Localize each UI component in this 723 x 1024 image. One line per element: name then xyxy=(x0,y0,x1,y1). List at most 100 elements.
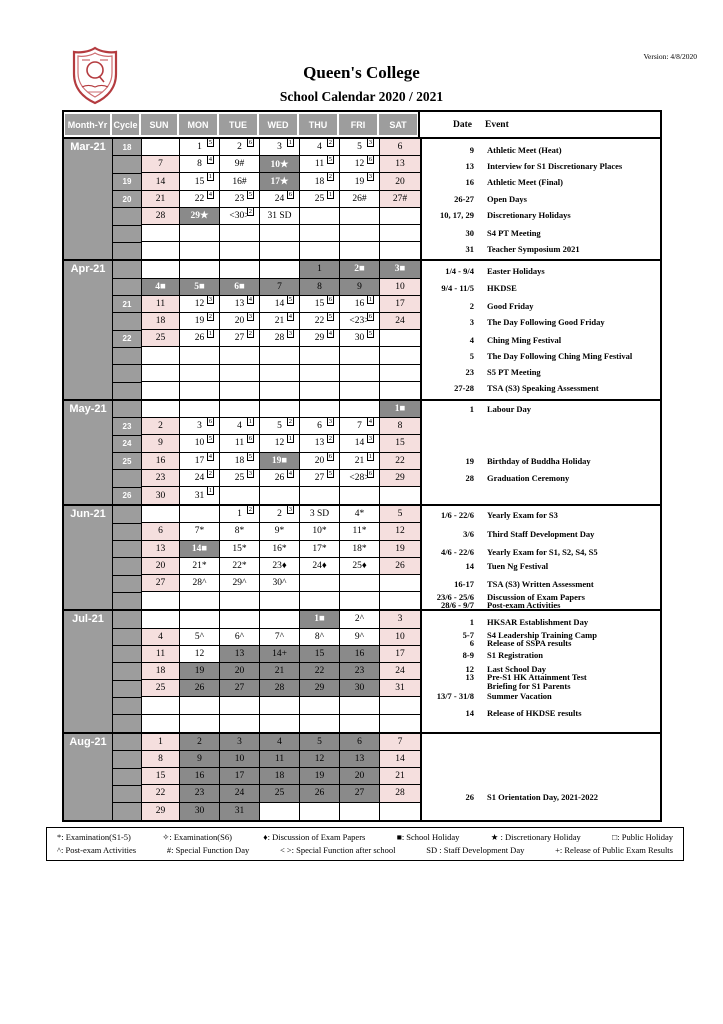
day-number: 10 xyxy=(194,438,205,449)
day-cell: 4■ xyxy=(142,278,180,296)
day-number: 21 xyxy=(395,771,405,782)
event-text: Release of SSPA results xyxy=(487,637,572,648)
event-text: Teacher Symposium 2021 xyxy=(487,243,580,254)
day-number: 23 xyxy=(155,472,166,483)
event-date: 1 xyxy=(469,404,474,415)
day-number: 10 xyxy=(395,631,405,642)
cycle-day-superscript: 4 xyxy=(286,313,294,321)
day-cell: 22 xyxy=(142,785,180,803)
day-cell: 7^ xyxy=(260,628,300,646)
day-cell: 16 1 xyxy=(340,295,380,313)
day-cell: 11 xyxy=(142,645,180,663)
day-cell xyxy=(300,487,340,505)
event-date: 13 xyxy=(465,672,475,683)
legend-item: #: Special Function Day xyxy=(166,845,250,855)
day-cell: 29^ xyxy=(220,574,260,593)
day-number: 3■ xyxy=(394,264,406,275)
cycle-day-superscript: 6 xyxy=(286,190,294,199)
legend-item: ^: Post-exam Activities xyxy=(57,845,137,855)
day-number: 16# xyxy=(232,176,247,187)
day-cell: 26 xyxy=(180,680,220,698)
day-number: 8 xyxy=(397,421,403,432)
cycle-day-superscript: 3 xyxy=(286,506,294,515)
day-number: 23 xyxy=(354,666,365,677)
event-date: 23 xyxy=(465,367,475,378)
event-line: 16-17 TSA (S3) Written Assessment xyxy=(422,580,658,589)
day-number: 12 xyxy=(194,648,205,659)
day-number: 27 xyxy=(155,578,166,589)
day-cell xyxy=(142,714,180,732)
column-header-fri: FRI xyxy=(339,114,377,135)
day-cell: 1 xyxy=(300,261,340,279)
week-row: 29 30 31 xyxy=(142,802,420,820)
shield-icon xyxy=(72,46,118,105)
day-cell: 24 xyxy=(220,785,260,803)
day-number: 5^ xyxy=(194,631,205,642)
day-number: 6■ xyxy=(234,281,245,292)
day-cell: 30 5 xyxy=(340,330,380,348)
day-cell: 16* xyxy=(260,540,300,558)
event-line: 3 The Day Following Good Friday xyxy=(422,318,658,327)
cycle-cell xyxy=(113,558,141,576)
month-section-mar-21: Mar-21 18 19 20 1 5 2 6 3 1 4 2 5 3 6 7 8 4 9# 10★ 11 5 12 6 13 1… xyxy=(64,139,660,260)
day-cell xyxy=(180,697,220,715)
week-row: 18 19 2 20 3 21 4 22 5 <23> 6 24 xyxy=(142,313,420,331)
day-cell: 27 xyxy=(142,574,180,593)
day-cell: 13 xyxy=(380,156,420,174)
event-text: Pre-S1 HK Attainment Test Briefing for S1… xyxy=(487,672,587,692)
day-cell: 6 xyxy=(380,139,420,157)
day-cell xyxy=(260,381,300,400)
day-cell: 30 xyxy=(142,487,180,505)
day-cell: 1■ xyxy=(300,611,340,629)
day-number: 29 xyxy=(395,472,405,483)
day-number: 4 xyxy=(317,142,322,153)
day-number: 21* xyxy=(192,560,207,571)
day-cell: 8* xyxy=(220,523,260,541)
day-cell xyxy=(180,592,220,610)
cycle-day-superscript: 2 xyxy=(326,173,334,182)
cycle-day-superscript: 1 xyxy=(246,418,254,427)
day-number: 4 xyxy=(237,421,242,432)
day-cell xyxy=(340,574,380,593)
day-cell: 11 xyxy=(142,295,180,313)
column-header-month-yr: Month-Yr xyxy=(65,114,110,135)
cycle-day-superscript: 4 xyxy=(366,418,374,427)
event-line: 13 Interview for S1 Discretionary Places xyxy=(422,162,658,171)
event-line: 6 Release of SSPA results xyxy=(422,637,658,648)
day-number: 15* xyxy=(232,543,247,554)
cycle-day-superscript: 3 xyxy=(366,139,374,147)
day-cell xyxy=(220,261,260,279)
event-line: 13 Pre-S1 HK Attainment Test Briefing for … xyxy=(422,673,658,691)
day-cell: 22 4 xyxy=(180,190,220,208)
event-line: 26 S1 Orientation Day, 2021-2022 xyxy=(422,793,658,802)
day-number: 5 xyxy=(277,421,282,432)
day-cell: 12 3 xyxy=(180,295,220,313)
day-number: 13 xyxy=(395,159,405,170)
day-cell: 8 xyxy=(300,278,340,296)
day-cell xyxy=(260,592,300,610)
day-number: 1 xyxy=(317,264,322,275)
day-cell: 13 4 xyxy=(220,295,260,313)
event-date: 28/6 - 9/7 xyxy=(440,600,474,610)
day-cell xyxy=(180,242,220,260)
week-row: 1 2■ 3■ xyxy=(142,261,420,279)
week-row: 1■ 2^ 3 xyxy=(142,611,420,629)
week-row: 22 23 24 25 26 27 28 xyxy=(142,785,420,803)
cycle-cell: 19 xyxy=(113,173,141,192)
cycle-day-superscript: 5 xyxy=(246,452,254,461)
week-row: 21 22 4 23 5 24 6 25 1 26# 27# xyxy=(142,190,420,208)
legend-item: *: Examination(S1-5) xyxy=(57,832,131,842)
day-number: 22 xyxy=(314,666,325,677)
day-cell: 20 xyxy=(220,662,260,681)
week-row: 4 5^ 6^ 7^ 8^ 9^ 10 xyxy=(142,628,420,646)
day-number: 12 xyxy=(395,526,405,537)
event-text: TSA (S3) Written Assessment xyxy=(487,579,594,590)
day-number: 14 xyxy=(395,754,405,765)
cycle-column: 21 22 xyxy=(113,261,142,400)
event-line: 14 Release of HKDSE results xyxy=(422,709,658,718)
